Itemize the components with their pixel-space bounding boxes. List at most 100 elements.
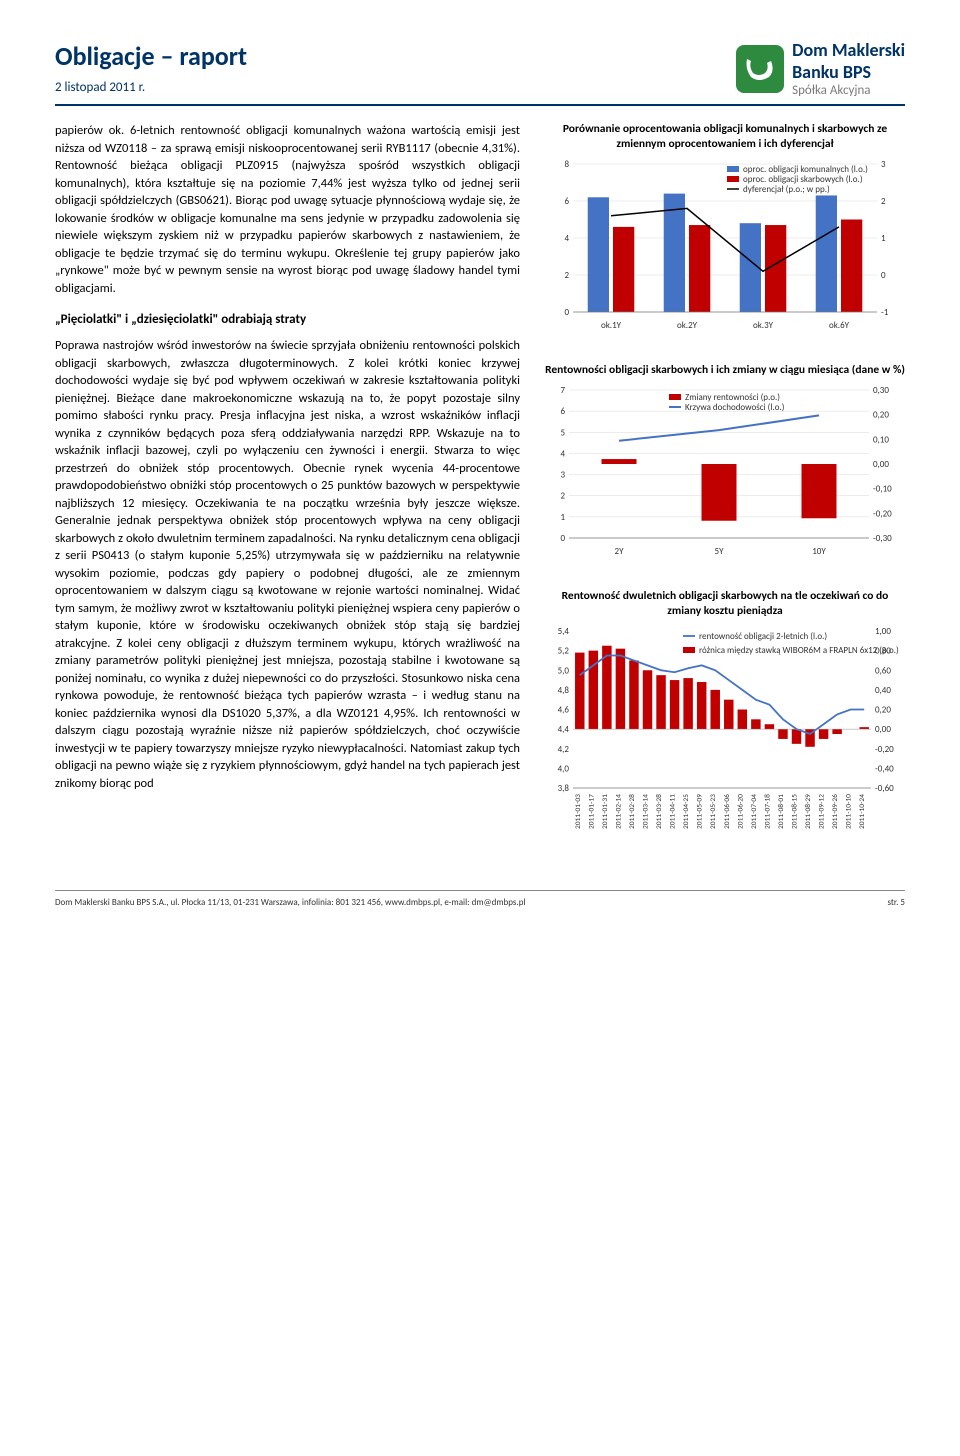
- svg-text:1,00: 1,00: [875, 626, 891, 637]
- svg-text:-1: -1: [881, 307, 889, 318]
- svg-text:0,60: 0,60: [875, 665, 891, 676]
- chart-3-title: Rentowność dwuletnich obligacji skarbowy…: [545, 589, 905, 619]
- svg-text:10Y: 10Y: [812, 546, 826, 557]
- svg-text:różnica między stawką WIBOR6M: różnica między stawką WIBOR6M a FRAPLN 6…: [699, 645, 899, 656]
- para-1: papierów ok. 6-letnich rentowność obliga…: [55, 122, 520, 297]
- chart-1-title: Porównanie oprocentowania obligacji komu…: [545, 122, 905, 152]
- svg-text:3,8: 3,8: [558, 783, 570, 794]
- col-left: papierów ok. 6-letnich rentowność obliga…: [55, 122, 520, 870]
- svg-text:2011-02-28: 2011-02-28: [628, 794, 637, 829]
- svg-text:8: 8: [564, 159, 569, 170]
- svg-text:ok.1Y: ok.1Y: [601, 320, 622, 331]
- footer: Dom Maklerski Banku BPS S.A., ul. Płocka…: [55, 890, 905, 908]
- svg-text:2011-03-28: 2011-03-28: [655, 794, 664, 829]
- svg-text:0: 0: [564, 307, 569, 318]
- logo-text-block: Dom Maklerski Banku BPS Spółka Akcyjna: [792, 40, 905, 98]
- svg-text:5,4: 5,4: [558, 626, 570, 637]
- footer-right: str. 5: [887, 897, 905, 908]
- svg-text:4,4: 4,4: [558, 724, 570, 735]
- svg-text:2011-09-12: 2011-09-12: [818, 794, 827, 829]
- svg-text:2011-03-14: 2011-03-14: [642, 794, 651, 829]
- svg-text:-0,20: -0,20: [875, 744, 894, 755]
- svg-text:2011-07-18: 2011-07-18: [763, 794, 772, 829]
- svg-text:2011-01-03: 2011-01-03: [574, 794, 583, 829]
- svg-text:-0,30: -0,30: [873, 533, 892, 544]
- svg-text:0: 0: [560, 533, 565, 544]
- svg-text:2011-06-06: 2011-06-06: [723, 794, 732, 829]
- svg-text:2011-09-26: 2011-09-26: [831, 794, 840, 829]
- svg-text:-0,20: -0,20: [873, 508, 892, 519]
- svg-text:2011-08-01: 2011-08-01: [777, 794, 786, 829]
- svg-text:2011-02-14: 2011-02-14: [614, 794, 623, 829]
- header: Obligacje – raport 2 listopad 2011 r. Do…: [55, 40, 905, 106]
- logo-sub: Spółka Akcyjna: [792, 83, 905, 98]
- svg-text:2011-05-09: 2011-05-09: [696, 794, 705, 829]
- chart-3-svg: 3,8 4,0 4,2 4,4 4,6 4,8 5,0 5,2 5,4 -0,60 -0,40 -0,…: [545, 623, 905, 843]
- svg-text:5Y: 5Y: [715, 546, 725, 557]
- svg-text:7: 7: [560, 385, 565, 396]
- svg-text:1: 1: [881, 233, 886, 244]
- svg-text:2011-07-04: 2011-07-04: [750, 794, 759, 829]
- svg-text:2011-04-11: 2011-04-11: [669, 794, 678, 829]
- svg-text:2Y: 2Y: [615, 546, 625, 557]
- svg-text:2: 2: [560, 491, 565, 502]
- svg-text:0,00: 0,00: [873, 459, 889, 470]
- svg-text:rentowność obligacji 2-letnich: rentowność obligacji 2-letnich (l.o.): [699, 631, 827, 642]
- svg-text:6: 6: [560, 406, 565, 417]
- svg-text:0: 0: [881, 270, 886, 281]
- logo-text-1: Dom Maklerski: [792, 40, 905, 62]
- report-date: 2 listopad 2011 r.: [55, 80, 247, 95]
- svg-text:2: 2: [564, 270, 569, 281]
- svg-text:2011-01-17: 2011-01-17: [587, 794, 596, 829]
- svg-text:5: 5: [560, 427, 565, 438]
- svg-text:0,20: 0,20: [875, 704, 891, 715]
- chart-2-title: Rentowności obligacji skarbowych i ich z…: [545, 363, 905, 378]
- svg-text:2011-08-15: 2011-08-15: [791, 794, 800, 829]
- svg-text:2011-01-31: 2011-01-31: [601, 794, 610, 829]
- logo-icon: [736, 45, 784, 93]
- chart-1: Porównanie oprocentowania obligacji komu…: [545, 122, 905, 341]
- logo: Dom Maklerski Banku BPS Spółka Akcyjna: [736, 40, 905, 98]
- svg-text:3: 3: [881, 159, 886, 170]
- svg-text:1: 1: [560, 512, 565, 523]
- svg-text:0,00: 0,00: [875, 724, 891, 735]
- svg-text:2011-06-20: 2011-06-20: [736, 794, 745, 829]
- header-left: Obligacje – raport 2 listopad 2011 r.: [55, 40, 247, 95]
- chart-3: Rentowność dwuletnich obligacji skarbowy…: [545, 589, 905, 848]
- svg-text:Krzywa dochodowości (l.o.): Krzywa dochodowości (l.o.): [685, 402, 785, 413]
- svg-text:ok.3Y: ok.3Y: [753, 320, 774, 331]
- logo-text-2: Banku BPS: [792, 62, 905, 84]
- page-title: Obligacje – raport: [55, 40, 247, 72]
- svg-text:4,0: 4,0: [558, 763, 570, 774]
- columns: papierów ok. 6-letnich rentowność obliga…: [55, 122, 905, 870]
- svg-text:4,6: 4,6: [558, 704, 570, 715]
- svg-text:-0,10: -0,10: [873, 484, 892, 495]
- svg-text:2: 2: [881, 196, 886, 207]
- col-right: Porównanie oprocentowania obligacji komu…: [545, 122, 905, 870]
- svg-text:3: 3: [560, 470, 565, 481]
- svg-text:4,8: 4,8: [558, 685, 570, 696]
- svg-text:2011-05-23: 2011-05-23: [709, 794, 718, 829]
- svg-text:-0,40: -0,40: [875, 763, 894, 774]
- svg-text:4: 4: [560, 448, 565, 459]
- svg-text:dyferencjał (p.o.; w pp.): dyferencjał (p.o.; w pp.): [743, 184, 830, 195]
- page-root: Obligacje – raport 2 listopad 2011 r. Do…: [0, 0, 960, 928]
- svg-text:0,30: 0,30: [873, 385, 889, 396]
- svg-text:2011-10-10: 2011-10-10: [845, 794, 854, 829]
- svg-text:ok.2Y: ok.2Y: [677, 320, 698, 331]
- chart-2: Rentowności obligacji skarbowych i ich z…: [545, 363, 905, 567]
- svg-text:4,2: 4,2: [558, 744, 570, 755]
- svg-text:4: 4: [564, 233, 569, 244]
- section-heading-1: „Pięciolatki" i „dziesięciolatki" odrabi…: [55, 311, 520, 329]
- chart-2-svg: 01234567-0,30-0,20-0,100,000,100,200,302…: [545, 382, 905, 562]
- chart-1-svg: 02468-10123ok.1Yok.2Yok.3Yok.6Yoproc. ob…: [545, 156, 905, 336]
- svg-text:2011-04-25: 2011-04-25: [682, 794, 691, 829]
- svg-text:2011-08-29: 2011-08-29: [804, 794, 813, 829]
- svg-text:0,10: 0,10: [873, 434, 889, 445]
- svg-text:-0,60: -0,60: [875, 783, 894, 794]
- svg-text:5,0: 5,0: [558, 665, 570, 676]
- svg-text:0,40: 0,40: [875, 685, 891, 696]
- svg-text:5,2: 5,2: [558, 646, 570, 657]
- svg-text:ok.6Y: ok.6Y: [829, 320, 850, 331]
- svg-text:2011-10-24: 2011-10-24: [858, 794, 867, 829]
